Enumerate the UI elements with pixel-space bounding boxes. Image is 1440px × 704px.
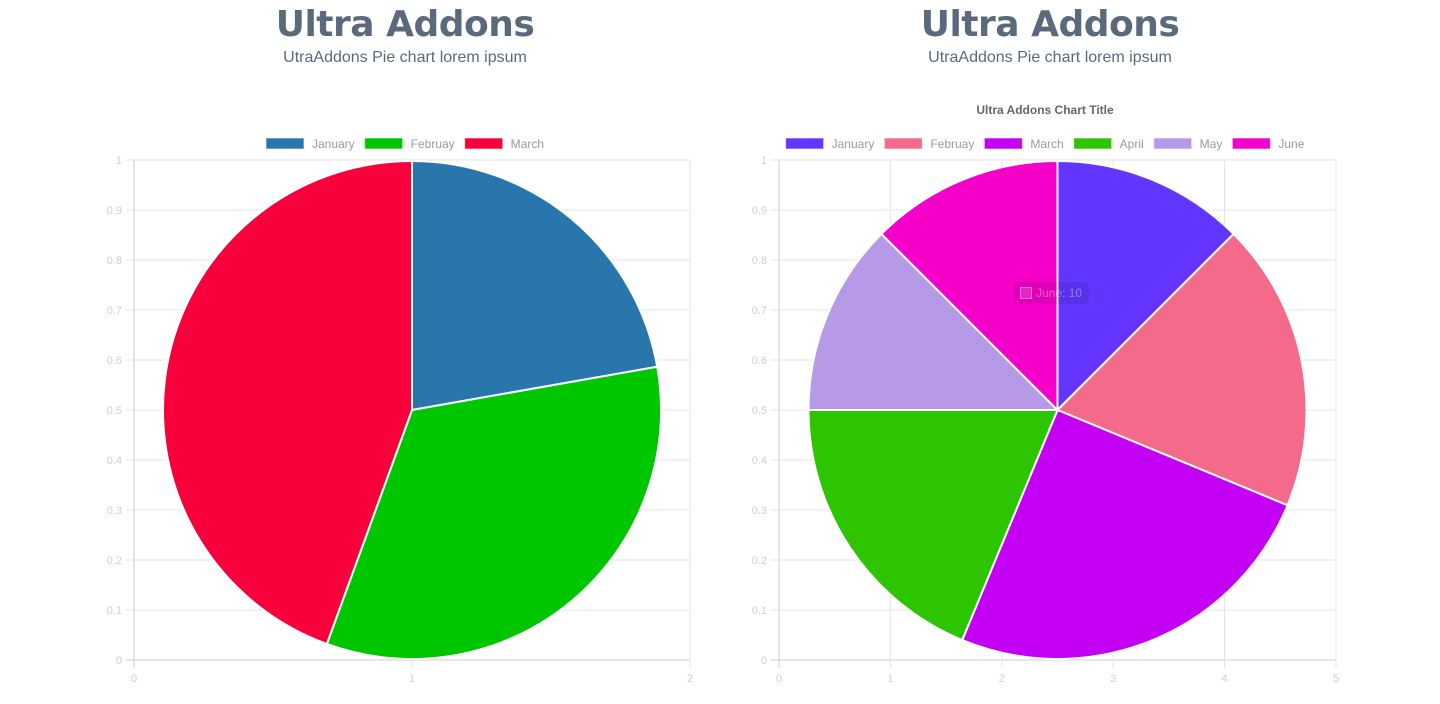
y-tick-label: 1 [761, 155, 767, 167]
y-tick-label: 0.8 [107, 255, 122, 267]
tooltip-label: June: 10 [1036, 286, 1083, 300]
pie-slice-march[interactable] [162, 159, 413, 646]
x-tick-label: 3 [1110, 673, 1116, 685]
y-tick-label: 0.2 [752, 555, 767, 567]
tooltip-swatch [1020, 287, 1032, 299]
pie-slice-january[interactable] [1056, 159, 1235, 413]
y-tick-label: 0.3 [752, 505, 767, 517]
right-chart-title: Ultra Addons Chart Title [976, 103, 1114, 117]
y-tick-label: 0.6 [752, 355, 767, 367]
x-tick-label: 2 [687, 673, 693, 685]
y-tick-label: 0.9 [752, 205, 767, 217]
y-tick-label: 0 [761, 655, 767, 667]
x-tick-label: 0 [131, 673, 137, 685]
left-pie-chart[interactable]: 0 0.1 0.2 0.3 0.4 0.5 0.6 0.7 0.8 0.9 1 0 1 2 January F… [0, 0, 720, 704]
y-tick-label: 0.1 [752, 605, 767, 617]
y-tick-label: 0.2 [107, 555, 122, 567]
legend-item-june[interactable]: June [1231, 137, 1305, 151]
y-tick-label: 0.8 [752, 255, 767, 267]
x-tick-label: 2 [999, 673, 1005, 685]
legend-label: January [312, 137, 355, 151]
right-subheading: UtraAddons Pie chart lorem ipsum [928, 49, 1172, 66]
legend-label: Februay [930, 137, 974, 151]
legend-item-january[interactable]: January [785, 137, 875, 151]
legend-label: Februay [411, 137, 455, 151]
pie-slice-februay[interactable] [325, 365, 662, 660]
pie-slice-june[interactable] [880, 159, 1059, 413]
x-tick-label: 4 [1222, 673, 1228, 685]
legend-swatch [883, 137, 923, 150]
legend-label: June [1278, 137, 1304, 151]
pie-slice-april[interactable] [807, 409, 1059, 642]
legend-swatch [364, 137, 404, 150]
legend-label: March [511, 137, 544, 151]
y-tick-label: 0 [116, 655, 122, 667]
legend-swatch [1073, 137, 1113, 150]
legend-swatch [785, 137, 825, 150]
pie-slice-februay[interactable] [1055, 232, 1308, 507]
pie-slice-january[interactable] [411, 159, 659, 412]
legend-item-april[interactable]: April [1073, 137, 1144, 151]
legend-item-march[interactable]: March [464, 137, 544, 151]
y-tick-label: 0.1 [107, 605, 122, 617]
legend-item-februay[interactable]: Februay [883, 137, 974, 151]
x-tick-label: 5 [1333, 673, 1339, 685]
x-tick-label: 1 [409, 673, 415, 685]
left-heading: Ultra Addons [275, 4, 535, 45]
left-chart-panel: Ultra Addons UtraAddons Pie chart lorem … [0, 0, 720, 704]
y-tick-label: 0.4 [107, 455, 122, 467]
x-tick-label: 1 [887, 673, 893, 685]
y-tick-label: 1 [116, 155, 122, 167]
legend-item-februay[interactable]: Februay [364, 137, 455, 151]
legend-label: May [1200, 137, 1223, 151]
y-tick-label: 0.5 [752, 405, 767, 417]
y-tick-label: 0.7 [107, 305, 122, 317]
right-chart-panel: Ultra Addons UtraAddons Pie chart lorem … [645, 0, 1365, 704]
legend-label: January [832, 137, 875, 151]
right-pie-chart[interactable]: 0 0.1 0.2 0.3 0.4 0.5 0.6 0.7 0.8 0.9 1 0 1 2 3 4 5 Janua… [645, 0, 1440, 704]
y-tick-label: 0.4 [752, 455, 767, 467]
legend-item-may[interactable]: May [1153, 137, 1223, 151]
x-tick-label: 0 [776, 673, 782, 685]
legend-swatch [983, 137, 1023, 150]
pie-slice-may[interactable] [807, 232, 1060, 411]
legend-swatch [464, 137, 504, 150]
legend-label: April [1120, 137, 1144, 151]
legend-item-march[interactable]: March [983, 137, 1064, 151]
y-tick-label: 0.7 [752, 305, 767, 317]
left-subheading: UtraAddons Pie chart lorem ipsum [283, 49, 527, 66]
legend-swatch [1153, 137, 1193, 150]
legend-swatch [265, 137, 305, 150]
legend-label: March [1030, 137, 1063, 151]
right-heading: Ultra Addons [920, 4, 1180, 45]
chart-tooltip: June: 10 [1014, 282, 1090, 304]
y-tick-label: 0.5 [107, 405, 122, 417]
legend-swatch [1231, 137, 1271, 150]
y-tick-label: 0.3 [107, 505, 122, 517]
y-tick-label: 0.6 [107, 355, 122, 367]
pie-slice-march[interactable] [960, 408, 1289, 660]
y-tick-label: 0.9 [107, 205, 122, 217]
legend-item-january[interactable]: January [265, 137, 355, 151]
